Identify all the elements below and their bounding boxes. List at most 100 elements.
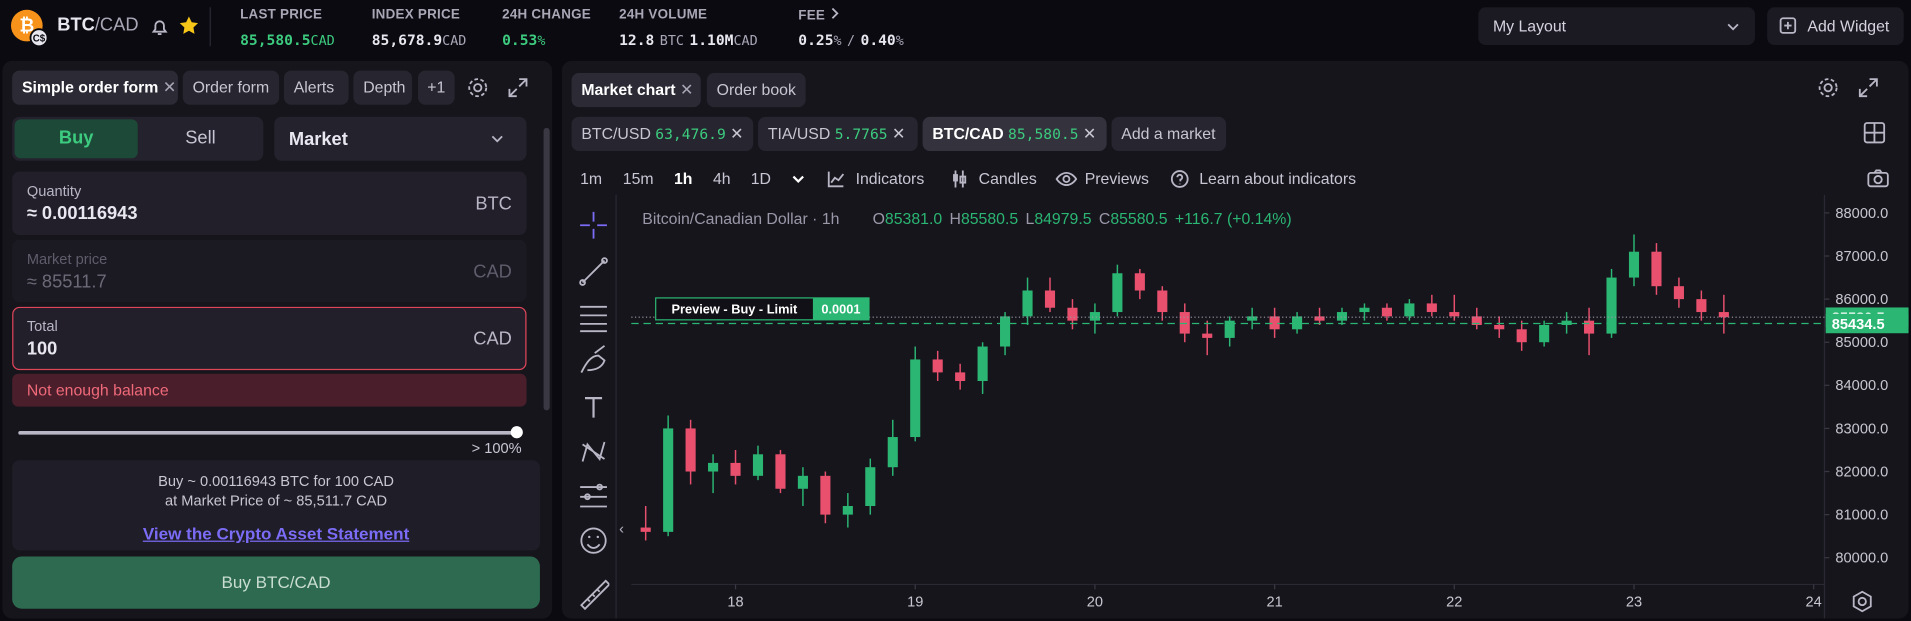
legend-key: L [1026, 211, 1035, 228]
interval[interactable]: 4h [712, 169, 731, 188]
statement-link[interactable]: View the Crypto Asset Statement [142, 523, 410, 544]
brush-tool[interactable] [580, 345, 606, 373]
drawing-toolbar [569, 194, 617, 619]
field-value: ≈ 0.00116943 [26, 203, 138, 225]
tab[interactable]: Simple order form ✕ [12, 70, 178, 105]
expand-icon[interactable] [507, 77, 529, 99]
candle-body [1696, 299, 1707, 313]
candle-body [1089, 312, 1100, 321]
pair-base: BTC [57, 14, 95, 36]
market-pair: TIA/USD [767, 124, 831, 143]
grid-icon[interactable] [1863, 122, 1886, 144]
slider-track[interactable] [18, 431, 517, 435]
camera-icon[interactable] [1867, 168, 1889, 188]
index-price: 85,678.9 [371, 31, 443, 49]
slider-knob[interactable] [510, 426, 523, 439]
unit: BTC [659, 32, 685, 49]
volume: 1.10M [689, 31, 734, 49]
buy-button[interactable]: Buy [14, 119, 138, 159]
trendline-tool[interactable] [579, 257, 608, 286]
unit: CAD [733, 32, 758, 49]
ruler-tool[interactable] [580, 579, 610, 611]
chevron [832, 7, 839, 19]
market-chip[interactable]: TIA/USD 5.7765 ✕ [758, 116, 918, 151]
chevron [491, 135, 503, 143]
field-unit: CAD [473, 261, 512, 283]
error-message: Not enough balance [12, 373, 527, 407]
market-pair: BTC/CAD [932, 124, 1004, 143]
sell-button[interactable]: Sell [185, 127, 216, 149]
candle-body [663, 428, 674, 532]
market-chip[interactable]: BTC/USD 63,476.9 ✕ [571, 116, 754, 151]
submit-button[interactable]: Buy BTC/CAD [12, 556, 540, 609]
star-icon[interactable] [178, 15, 200, 37]
interval[interactable]: 1D [750, 169, 772, 188]
settings-icon[interactable] [467, 77, 489, 99]
settings-icon[interactable] [1817, 77, 1839, 99]
stat-label: 24H VOLUME [619, 7, 708, 22]
candle-body [1224, 320, 1235, 338]
add-widget[interactable]: Add Widget [1767, 7, 1904, 46]
market-pair: BTC/USD [581, 124, 651, 143]
scrollbar[interactable] [543, 127, 550, 411]
candle-body [1314, 316, 1325, 321]
interval[interactable]: 15m [622, 169, 654, 188]
tool[interactable]: Previews [1084, 169, 1149, 188]
tab[interactable]: Order form [182, 70, 280, 105]
candle-body [1651, 251, 1662, 287]
candle-body [1247, 316, 1258, 321]
text-tool[interactable] [585, 397, 603, 418]
fib-tool[interactable] [580, 305, 607, 333]
interval[interactable]: 1m [580, 169, 603, 188]
total-field[interactable]: Total 100 CAD [12, 306, 527, 371]
chevron[interactable] [791, 172, 806, 187]
quantity-field[interactable]: Quantity ≈ 0.00116943 BTC [12, 171, 527, 235]
preview-label: Preview - Buy - Limit [672, 302, 799, 317]
unit: % [537, 32, 546, 49]
market-chip[interactable]: BTC/CAD 85,580.5 ✕ [922, 116, 1107, 151]
x-tick-label: 18 [727, 594, 743, 610]
pair-quote: /CAD [94, 14, 139, 36]
fee-label: FEE [798, 8, 826, 24]
bell-icon[interactable] [149, 16, 171, 38]
pattern-tool[interactable] [581, 441, 606, 462]
unit: CAD [442, 32, 467, 49]
y-tick-label: 87000.0 [1835, 249, 1888, 265]
tab[interactable]: Market chart ✕ [571, 73, 701, 108]
legend-key: C [1099, 211, 1110, 228]
drawing-tools [579, 211, 610, 611]
projection-tool[interactable] [580, 483, 607, 508]
stat-label: 24H CHANGE [502, 7, 591, 22]
y-tick-label: 85000.0 [1835, 335, 1888, 351]
tab[interactable]: Depth [353, 70, 412, 105]
previews-icon [1055, 171, 1078, 186]
price-tag-label: 85434.5 [1832, 317, 1885, 333]
order-type[interactable]: Market [274, 116, 527, 161]
candle-body [797, 475, 808, 489]
layout-select[interactable]: My Layout [1478, 7, 1755, 46]
candle-body [1381, 307, 1392, 317]
candles-icon [953, 170, 967, 188]
tool[interactable]: Indicators [855, 169, 925, 188]
candle-body [1067, 307, 1078, 321]
tab[interactable]: +1 [418, 70, 455, 105]
tab[interactable]: Order book [706, 73, 806, 108]
interval[interactable]: 1h [673, 169, 693, 188]
tool[interactable]: Learn about indicators [1199, 169, 1357, 188]
tool[interactable]: Candles [978, 169, 1037, 188]
stat-label[interactable]: FEE [798, 7, 841, 23]
pair-title[interactable]: BTC/CAD [57, 15, 138, 36]
axis-settings-icon[interactable] [1851, 590, 1873, 613]
emoji-tool[interactable] [580, 527, 607, 554]
candle-body [775, 454, 786, 489]
collapse-toggle[interactable]: ‹ [619, 519, 624, 537]
candle-body [1404, 303, 1415, 317]
crosshair-tool[interactable] [580, 211, 607, 239]
x-tick-label: 20 [1087, 594, 1103, 610]
candle-body [1000, 316, 1011, 347]
tab[interactable]: Alerts [283, 70, 349, 105]
stat-value: 12.8 BTC 1.10MCAD [619, 29, 758, 51]
add-market[interactable]: Add a market [1111, 116, 1227, 151]
candle-body [932, 359, 943, 373]
expand-icon[interactable] [1857, 77, 1879, 99]
